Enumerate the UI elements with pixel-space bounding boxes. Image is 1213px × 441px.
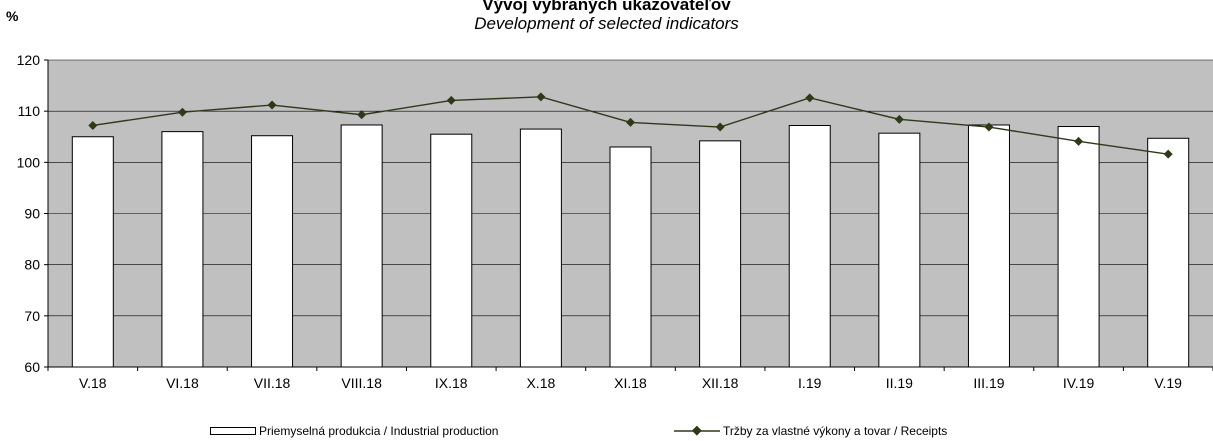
x-tick-label: IV.19 xyxy=(1063,375,1095,391)
bar-industrial-production xyxy=(1057,126,1100,368)
bar-industrial-production xyxy=(788,124,831,368)
chart-subtitle: Development of selected indicators xyxy=(474,14,739,33)
point-receipts xyxy=(805,93,815,103)
bar-industrial-production xyxy=(71,136,114,368)
bar-industrial-production xyxy=(161,131,204,368)
bar-industrial-production xyxy=(340,124,383,368)
x-tick-label: VI.18 xyxy=(166,375,199,391)
point-receipts xyxy=(715,122,725,132)
x-tick-label: V.19 xyxy=(1154,375,1182,391)
legend-label-industrial-production: Priemyselná produkcia / Industrial produ… xyxy=(259,424,499,438)
point-receipts xyxy=(1163,149,1173,159)
x-tick-label: VIII.18 xyxy=(341,375,382,391)
x-tick-label: XI.18 xyxy=(614,375,647,391)
y-tick-label: 90 xyxy=(24,206,40,222)
x-tick-label: IX.18 xyxy=(435,375,468,391)
x-tick-label: X.18 xyxy=(526,375,555,391)
point-receipts xyxy=(894,114,904,124)
y-tick-label: 70 xyxy=(24,308,40,324)
point-receipts xyxy=(446,95,456,105)
point-receipts xyxy=(357,110,367,120)
legend-label-receipts: Tržby za vlastné výkony a tovar / Receip… xyxy=(723,424,948,438)
chart-title: Vývoj vybraných ukazovateľov xyxy=(482,0,731,14)
y-tick-label: 100 xyxy=(17,154,41,170)
bar-industrial-production xyxy=(609,146,652,368)
point-receipts xyxy=(177,107,187,117)
x-tick-label: VII.18 xyxy=(254,375,291,391)
bar-industrial-production xyxy=(519,128,562,368)
legend-bar-swatch xyxy=(210,427,256,435)
bar-industrial-production xyxy=(878,132,921,368)
y-tick-label: 120 xyxy=(17,52,41,68)
x-tick-label: V.18 xyxy=(79,375,107,391)
y-tick-label: 110 xyxy=(18,103,41,119)
x-tick-label: I.19 xyxy=(798,375,822,391)
bar-industrial-production xyxy=(251,135,294,368)
point-receipts xyxy=(1074,136,1084,146)
x-tick-label: III.19 xyxy=(973,375,1004,391)
bar-series xyxy=(71,124,1190,368)
x-tick-label: II.19 xyxy=(886,375,913,391)
bar-industrial-production xyxy=(430,133,473,368)
line-series xyxy=(88,92,1173,159)
point-receipts xyxy=(626,117,635,127)
bar-industrial-production xyxy=(1147,137,1190,368)
y-axis-unit-label: % xyxy=(6,8,19,24)
y-tick-label: 80 xyxy=(24,257,40,273)
point-receipts xyxy=(984,122,994,132)
legend-item-receipts: Tržby za vlastné výkony a tovar / Receip… xyxy=(674,424,947,438)
bar-industrial-production xyxy=(967,124,1010,368)
point-receipts xyxy=(536,92,546,102)
point-receipts xyxy=(267,100,277,110)
legend-line-swatch xyxy=(674,426,720,436)
y-tick-label: 60 xyxy=(24,359,40,375)
tick-labels: 60 70 80 90 100 110 120 V.18 VI.18 VII.18 VIII.18 I… xyxy=(17,52,1183,391)
legend-item-industrial-production: Priemyselná produkcia / Industrial produ… xyxy=(210,424,498,438)
point-receipts xyxy=(88,120,98,130)
bar-industrial-production xyxy=(699,140,742,368)
x-tick-label: XII.18 xyxy=(702,375,739,391)
